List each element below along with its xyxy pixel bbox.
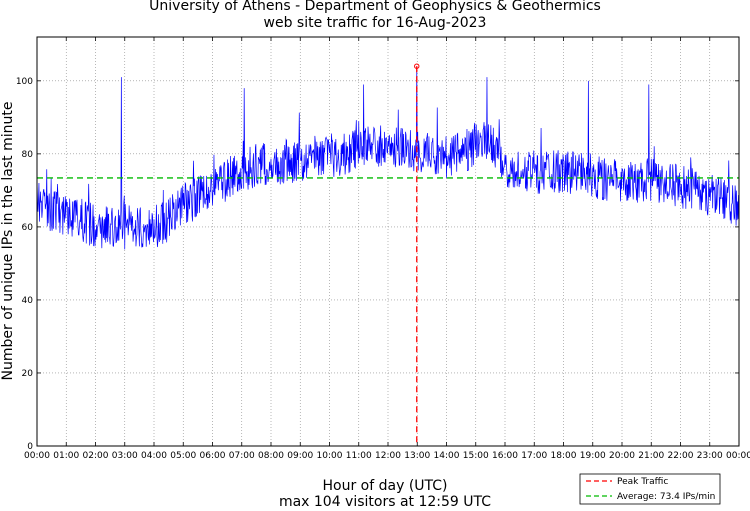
legend-average-label: Average: 73.4 IPs/min bbox=[617, 492, 715, 502]
x-tick-label: 17:00 bbox=[521, 451, 547, 461]
x-tick-label: 10:00 bbox=[317, 451, 343, 461]
x-tick-label: 23:00 bbox=[697, 451, 723, 461]
legend-peak-label: Peak Traffic bbox=[617, 477, 668, 487]
x-tick-label: 14:00 bbox=[434, 451, 460, 461]
chart-subtitle: web site traffic for 16-Aug-2023 bbox=[263, 15, 487, 31]
x-tick-label: 21:00 bbox=[638, 451, 664, 461]
legend-box bbox=[579, 473, 721, 505]
x-tick-label: 16:00 bbox=[492, 451, 518, 461]
x-tick-label: 04:00 bbox=[141, 451, 167, 461]
x-tick-label: 22:00 bbox=[668, 451, 694, 461]
x-tick-label: 19:00 bbox=[580, 451, 606, 461]
y-tick-label: 40 bbox=[22, 296, 34, 306]
peak-marker bbox=[414, 63, 420, 69]
x-axis-label: Hour of day (UTC) bbox=[322, 478, 448, 494]
y-tick-label: 80 bbox=[22, 150, 34, 160]
reference-lines bbox=[37, 63, 739, 446]
y-tick-label: 20 bbox=[22, 369, 34, 379]
x-tick-label: 20:00 bbox=[609, 451, 635, 461]
x-tick-label: 09:00 bbox=[287, 451, 313, 461]
x-tick-label: 00:00 bbox=[24, 451, 50, 461]
chart-footer: max 104 visitors at 12:59 UTC bbox=[278, 494, 492, 510]
grid bbox=[37, 37, 739, 446]
x-tick-label: 00:00 bbox=[726, 451, 750, 461]
x-tick-label: 18:00 bbox=[551, 451, 577, 461]
x-tick-label: 06:00 bbox=[200, 451, 226, 461]
y-axis-ticks: 0 20 40 60 80 100 bbox=[16, 77, 739, 452]
x-tick-label: 13:00 bbox=[404, 451, 430, 461]
x-tick-label: 01:00 bbox=[53, 451, 79, 461]
x-tick-label: 03:00 bbox=[112, 451, 138, 461]
y-axis-label: Number of unique IPs in the last minute bbox=[0, 102, 16, 381]
y-tick-label: 60 bbox=[22, 223, 34, 233]
legend: Peak Traffic Average: 73.4 IPs/min bbox=[579, 473, 721, 505]
x-tick-label: 11:00 bbox=[346, 451, 372, 461]
traffic-line bbox=[36, 66, 739, 250]
x-axis-ticks: 00:00 01:00 02:00 03:00 04:00 05:00 06:00 07:00… bbox=[24, 37, 750, 461]
x-tick-label: 15:00 bbox=[463, 451, 489, 461]
y-tick-label: 100 bbox=[16, 77, 33, 87]
x-tick-label: 02:00 bbox=[83, 451, 109, 461]
x-tick-label: 12:00 bbox=[375, 451, 401, 461]
chart-title: University of Athens - Department of Geo… bbox=[149, 0, 601, 14]
y-tick-label: 0 bbox=[27, 442, 33, 452]
x-tick-label: 07:00 bbox=[229, 451, 255, 461]
x-tick-label: 05:00 bbox=[170, 451, 196, 461]
x-tick-label: 08:00 bbox=[258, 451, 284, 461]
traffic-series bbox=[36, 66, 739, 250]
